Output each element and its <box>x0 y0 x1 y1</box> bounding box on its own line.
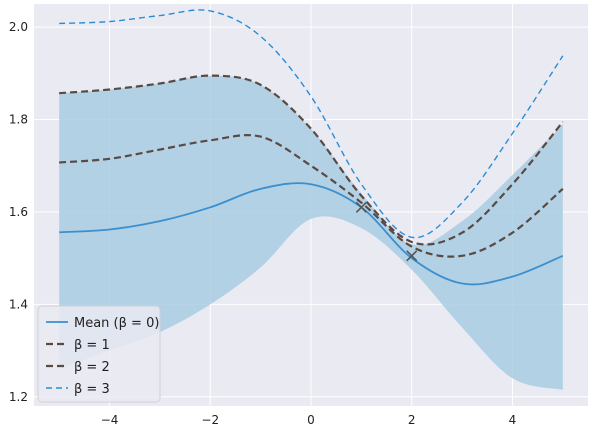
legend-box <box>37 305 161 403</box>
series-line-beta-1 <box>59 134 564 258</box>
legend-label: Mean (β = 0) <box>74 316 159 331</box>
x-tick-label: −4 <box>101 413 119 427</box>
y-tick-label: 1.6 <box>9 205 28 219</box>
observations-layer <box>355 201 418 262</box>
confidence-band <box>59 75 563 390</box>
x-tick-label: 4 <box>509 413 517 427</box>
legend-label: β = 2 <box>74 360 110 375</box>
legend-label: β = 3 <box>74 382 110 397</box>
series-line-mean <box>59 182 564 286</box>
observation-marker <box>355 201 367 213</box>
x-tick-label: −2 <box>201 413 219 427</box>
series-line-beta-3 <box>59 9 564 239</box>
series-layer <box>59 9 564 286</box>
y-tick-label: 2.0 <box>9 20 28 34</box>
y-tick-label: 1.2 <box>9 390 28 404</box>
y-axis-ticks: 1.2 1.4 1.6 1.8 2.0 <box>9 20 28 404</box>
y-tick-label: 1.8 <box>9 113 28 127</box>
x-tick-label: 2 <box>408 413 416 427</box>
legend: Mean (β = 0) β = 1 β = 2 β = 3 <box>37 305 161 403</box>
x-tick-label: 0 <box>307 413 315 427</box>
legend-label: β = 1 <box>74 338 110 353</box>
confidence-band-layer <box>59 75 563 390</box>
y-tick-label: 1.4 <box>9 297 28 311</box>
series-line-beta-2 <box>59 74 564 246</box>
x-axis-ticks: −4 −2 0 2 4 <box>101 413 517 427</box>
observation-marker <box>406 250 418 262</box>
